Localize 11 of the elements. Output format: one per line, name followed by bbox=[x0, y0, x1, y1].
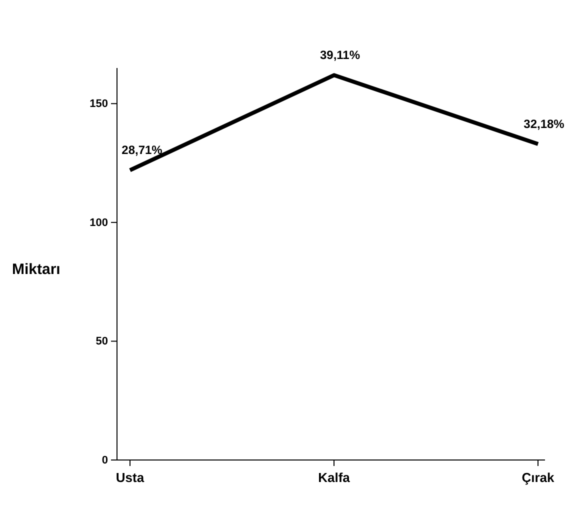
y-axis-title: Miktarı bbox=[12, 261, 60, 278]
x-tick-label: Kalfa bbox=[318, 470, 351, 485]
y-tick-label: 50 bbox=[96, 336, 108, 348]
x-tick-label: Usta bbox=[116, 470, 145, 485]
y-tick-label: 100 bbox=[90, 216, 108, 229]
y-tick-label: 150 bbox=[90, 98, 108, 110]
y-tick-label: 0 bbox=[102, 454, 108, 467]
annotation: 39,11% bbox=[320, 48, 360, 62]
annotation: 32,18% bbox=[524, 117, 565, 132]
annotation: 28,71% bbox=[122, 143, 163, 158]
x-tick-label: Çırak bbox=[522, 470, 556, 485]
